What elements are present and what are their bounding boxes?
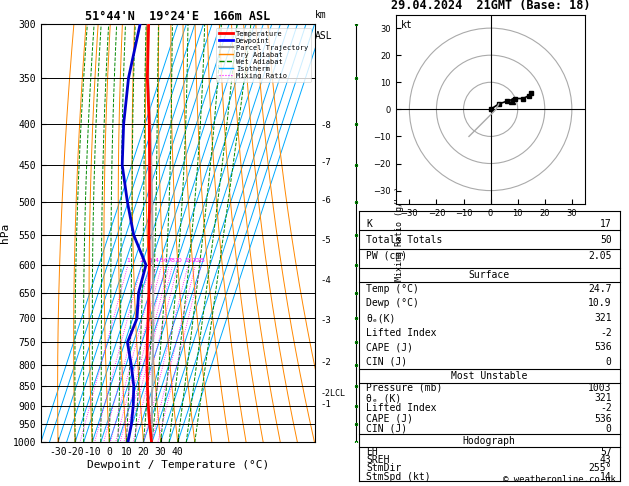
Text: K: K <box>366 219 372 228</box>
Legend: Temperature, Dewpoint, Parcel Trajectory, Dry Adiabat, Wet Adiabat, Isotherm, Mi: Temperature, Dewpoint, Parcel Trajectory… <box>216 28 311 82</box>
X-axis label: Dewpoint / Temperature (°C): Dewpoint / Temperature (°C) <box>87 460 269 470</box>
Text: 536: 536 <box>594 342 612 352</box>
Text: 6: 6 <box>164 258 168 263</box>
Text: -4: -4 <box>320 276 331 285</box>
Text: Hodograph: Hodograph <box>462 435 516 446</box>
Text: Dewp (°C): Dewp (°C) <box>366 298 420 309</box>
Text: 10: 10 <box>174 258 182 263</box>
Text: Mixing Ratio (g/kg): Mixing Ratio (g/kg) <box>395 186 404 281</box>
Text: 3: 3 <box>148 258 152 263</box>
Text: 321: 321 <box>594 393 612 403</box>
Text: -2: -2 <box>600 328 612 338</box>
Text: Pressure (mb): Pressure (mb) <box>366 383 443 393</box>
Text: 5: 5 <box>160 258 164 263</box>
Text: -7: -7 <box>320 158 331 167</box>
Text: © weatheronline.co.uk: © weatheronline.co.uk <box>503 474 615 484</box>
Text: CAPE (J): CAPE (J) <box>366 342 413 352</box>
Text: Lifted Index: Lifted Index <box>366 403 437 413</box>
Text: θₑ(K): θₑ(K) <box>366 313 396 323</box>
Text: CIN (J): CIN (J) <box>366 357 408 367</box>
Text: kt: kt <box>401 20 413 30</box>
Text: 2: 2 <box>140 258 144 263</box>
Text: -6: -6 <box>320 196 331 206</box>
Text: Lifted Index: Lifted Index <box>366 328 437 338</box>
Text: 43: 43 <box>600 455 612 465</box>
Text: 4: 4 <box>155 258 159 263</box>
Text: -3: -3 <box>320 316 331 326</box>
Text: -8: -8 <box>320 121 331 130</box>
Text: EH: EH <box>366 447 378 457</box>
Text: -1: -1 <box>320 400 331 409</box>
Text: 1: 1 <box>126 258 130 263</box>
Text: -2: -2 <box>320 358 331 367</box>
Text: -2LCL: -2LCL <box>320 389 345 398</box>
Text: 29.04.2024  21GMT (Base: 18): 29.04.2024 21GMT (Base: 18) <box>391 0 591 12</box>
Text: Surface: Surface <box>469 270 509 280</box>
Text: CIN (J): CIN (J) <box>366 424 408 434</box>
Text: 8: 8 <box>170 258 174 263</box>
Text: -5: -5 <box>320 236 331 245</box>
Text: 255°: 255° <box>588 464 612 473</box>
Text: 50: 50 <box>600 235 612 245</box>
Text: km: km <box>314 10 326 20</box>
Text: Temp (°C): Temp (°C) <box>366 284 420 294</box>
Text: StmDir: StmDir <box>366 464 401 473</box>
Text: 14: 14 <box>600 472 612 482</box>
Text: 24.7: 24.7 <box>588 284 612 294</box>
Text: θₑ (K): θₑ (K) <box>366 393 401 403</box>
Text: 7: 7 <box>167 258 172 263</box>
Text: -2: -2 <box>600 403 612 413</box>
Text: 0: 0 <box>606 424 612 434</box>
Text: 17: 17 <box>600 219 612 228</box>
Text: 15: 15 <box>184 258 192 263</box>
Text: Most Unstable: Most Unstable <box>451 371 527 381</box>
Text: 536: 536 <box>594 414 612 424</box>
Title: 51°44'N  19°24'E  166m ASL: 51°44'N 19°24'E 166m ASL <box>85 10 270 23</box>
Text: SREH: SREH <box>366 455 390 465</box>
Text: 20: 20 <box>191 258 199 263</box>
Text: 25: 25 <box>198 258 205 263</box>
Y-axis label: hPa: hPa <box>0 223 9 243</box>
Text: 1003: 1003 <box>588 383 612 393</box>
Text: ASL: ASL <box>314 31 332 40</box>
Text: PW (cm): PW (cm) <box>366 251 408 261</box>
Text: 2.05: 2.05 <box>588 251 612 261</box>
Text: 0: 0 <box>606 357 612 367</box>
Text: 10.9: 10.9 <box>588 298 612 309</box>
Text: StmSpd (kt): StmSpd (kt) <box>366 472 431 482</box>
Text: Totals Totals: Totals Totals <box>366 235 443 245</box>
Text: CAPE (J): CAPE (J) <box>366 414 413 424</box>
Text: 321: 321 <box>594 313 612 323</box>
Text: 57: 57 <box>600 447 612 457</box>
